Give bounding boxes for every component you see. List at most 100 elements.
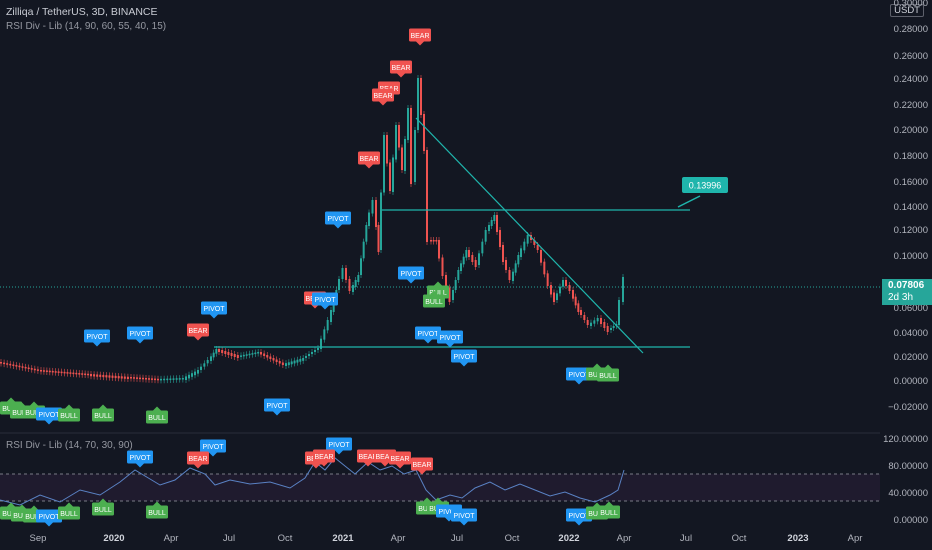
price-tick: 0.14000 (893, 202, 928, 213)
candle (395, 125, 397, 160)
price-tick: 0.20000 (893, 125, 928, 136)
candle (48, 370, 51, 373)
label-text: BEAR (188, 328, 207, 335)
time-tick: Oct (731, 533, 747, 544)
candle (583, 315, 586, 320)
pivot-label[interactable]: PIVOT (451, 349, 477, 367)
pivot-label[interactable]: PIVOT (127, 326, 153, 344)
label-text: PIVOT (129, 331, 151, 338)
candle (484, 230, 487, 242)
main-indicator-label[interactable]: RSI Div - Lib (14, 90, 60, 55, 40, 15) (6, 21, 167, 32)
time-tick: 2020 (103, 533, 125, 544)
candle (69, 372, 72, 374)
candle (517, 255, 520, 265)
candle (240, 355, 242, 357)
candle (96, 374, 99, 377)
time-tick: 2021 (332, 533, 354, 544)
bear-label[interactable]: BEAR (357, 449, 379, 467)
bull-label[interactable]: BULL (598, 501, 620, 519)
bear-label[interactable]: BEAR (389, 451, 411, 469)
candle (404, 139, 406, 171)
currency-badge[interactable]: USDT (890, 4, 924, 17)
chart-title: Zilliqa / TetherUS, 3D, BINANCE (6, 6, 158, 18)
candle (603, 322, 606, 328)
bear-label[interactable]: BEAR (372, 88, 394, 106)
candle (606, 326, 609, 332)
label-text: PIVOT (438, 509, 460, 516)
candle (99, 374, 102, 377)
bull-label[interactable]: BULL (146, 406, 168, 424)
candle (543, 261, 546, 275)
bull-label[interactable]: BULL (58, 502, 80, 520)
bear-label[interactable]: BEAR (313, 449, 335, 467)
candle (299, 358, 302, 362)
price-tick: 0.10000 (893, 251, 928, 262)
label-text: PIVOT (327, 216, 349, 223)
candle (191, 373, 193, 377)
time-tick: 2022 (558, 533, 580, 544)
candle (275, 359, 278, 362)
pivot-label[interactable]: PIVOT (415, 326, 441, 344)
candle (523, 241, 526, 251)
candle (188, 374, 190, 379)
target-text: 0.13996 (689, 181, 722, 191)
candle (278, 361, 281, 364)
pivot-label[interactable]: PIVOT (326, 437, 352, 455)
pivot-label[interactable]: PIVOT (36, 509, 62, 527)
bear-label[interactable]: BEAR (187, 451, 209, 469)
candle (302, 358, 305, 361)
rsi-tick: 120.00000 (883, 434, 928, 445)
bear-label[interactable]: BEAR (358, 151, 380, 169)
pivot-label[interactable]: PIVOT (325, 211, 351, 229)
candle (212, 352, 215, 358)
bear-label[interactable]: BEAR (409, 28, 431, 46)
candle (471, 255, 474, 262)
pivot-label[interactable]: PIVOT (201, 301, 227, 319)
pivot-label[interactable]: PIVOT (398, 266, 424, 284)
label-text: PIVOT (38, 412, 60, 419)
pivot-label[interactable]: PIVOT (312, 292, 338, 310)
pivot-label[interactable]: PIVOT (566, 508, 592, 526)
label-text: PIVOT (314, 297, 336, 304)
bull-label[interactable]: BULL (597, 364, 619, 382)
candle (145, 378, 147, 380)
pivot-label[interactable]: PIVOT (451, 508, 477, 526)
pivot-label[interactable]: PIVOT (566, 367, 592, 385)
pivot-label[interactable]: PIVOT (264, 398, 290, 416)
pivot-label[interactable]: PIVOT (84, 329, 110, 347)
candle (460, 263, 462, 271)
candle (210, 356, 212, 361)
price-tick: 0.18000 (893, 151, 928, 162)
bull-label[interactable]: BULL (58, 404, 80, 422)
bull-label[interactable]: BULL (92, 404, 114, 422)
pivot-label[interactable]: PIVOT (127, 450, 153, 468)
candle (559, 286, 561, 294)
bull-label[interactable]: BULL (92, 498, 114, 516)
pivot-label[interactable]: PIVOT (437, 330, 463, 348)
bear-label[interactable]: BEAR (411, 457, 433, 475)
bear-label[interactable]: BEAR (390, 60, 412, 78)
rsi-indicator-label[interactable]: RSI Div - Lib (14, 70, 30, 90) (6, 440, 133, 451)
candle (260, 352, 262, 355)
pivot-label[interactable]: PIVOT (36, 407, 62, 425)
bull-label[interactable]: BULL (423, 290, 445, 308)
candle (254, 352, 257, 355)
target-label[interactable]: 0.13996 (682, 177, 728, 193)
candle (362, 241, 365, 259)
bear-label[interactable]: BEAR (187, 323, 209, 341)
candle (556, 293, 558, 300)
pivot-label[interactable]: PIVOT (200, 439, 226, 457)
candle (590, 322, 592, 326)
bull-label[interactable]: BULL (146, 501, 168, 519)
candle (448, 287, 451, 302)
candle (426, 150, 428, 242)
candle (142, 377, 144, 380)
price-tick: −0.02000 (888, 402, 928, 413)
label-text: BULL (94, 413, 112, 420)
time-tick: Sep (29, 533, 47, 544)
label-text: BULL (148, 415, 166, 422)
price-tick: 0.02000 (893, 352, 928, 363)
